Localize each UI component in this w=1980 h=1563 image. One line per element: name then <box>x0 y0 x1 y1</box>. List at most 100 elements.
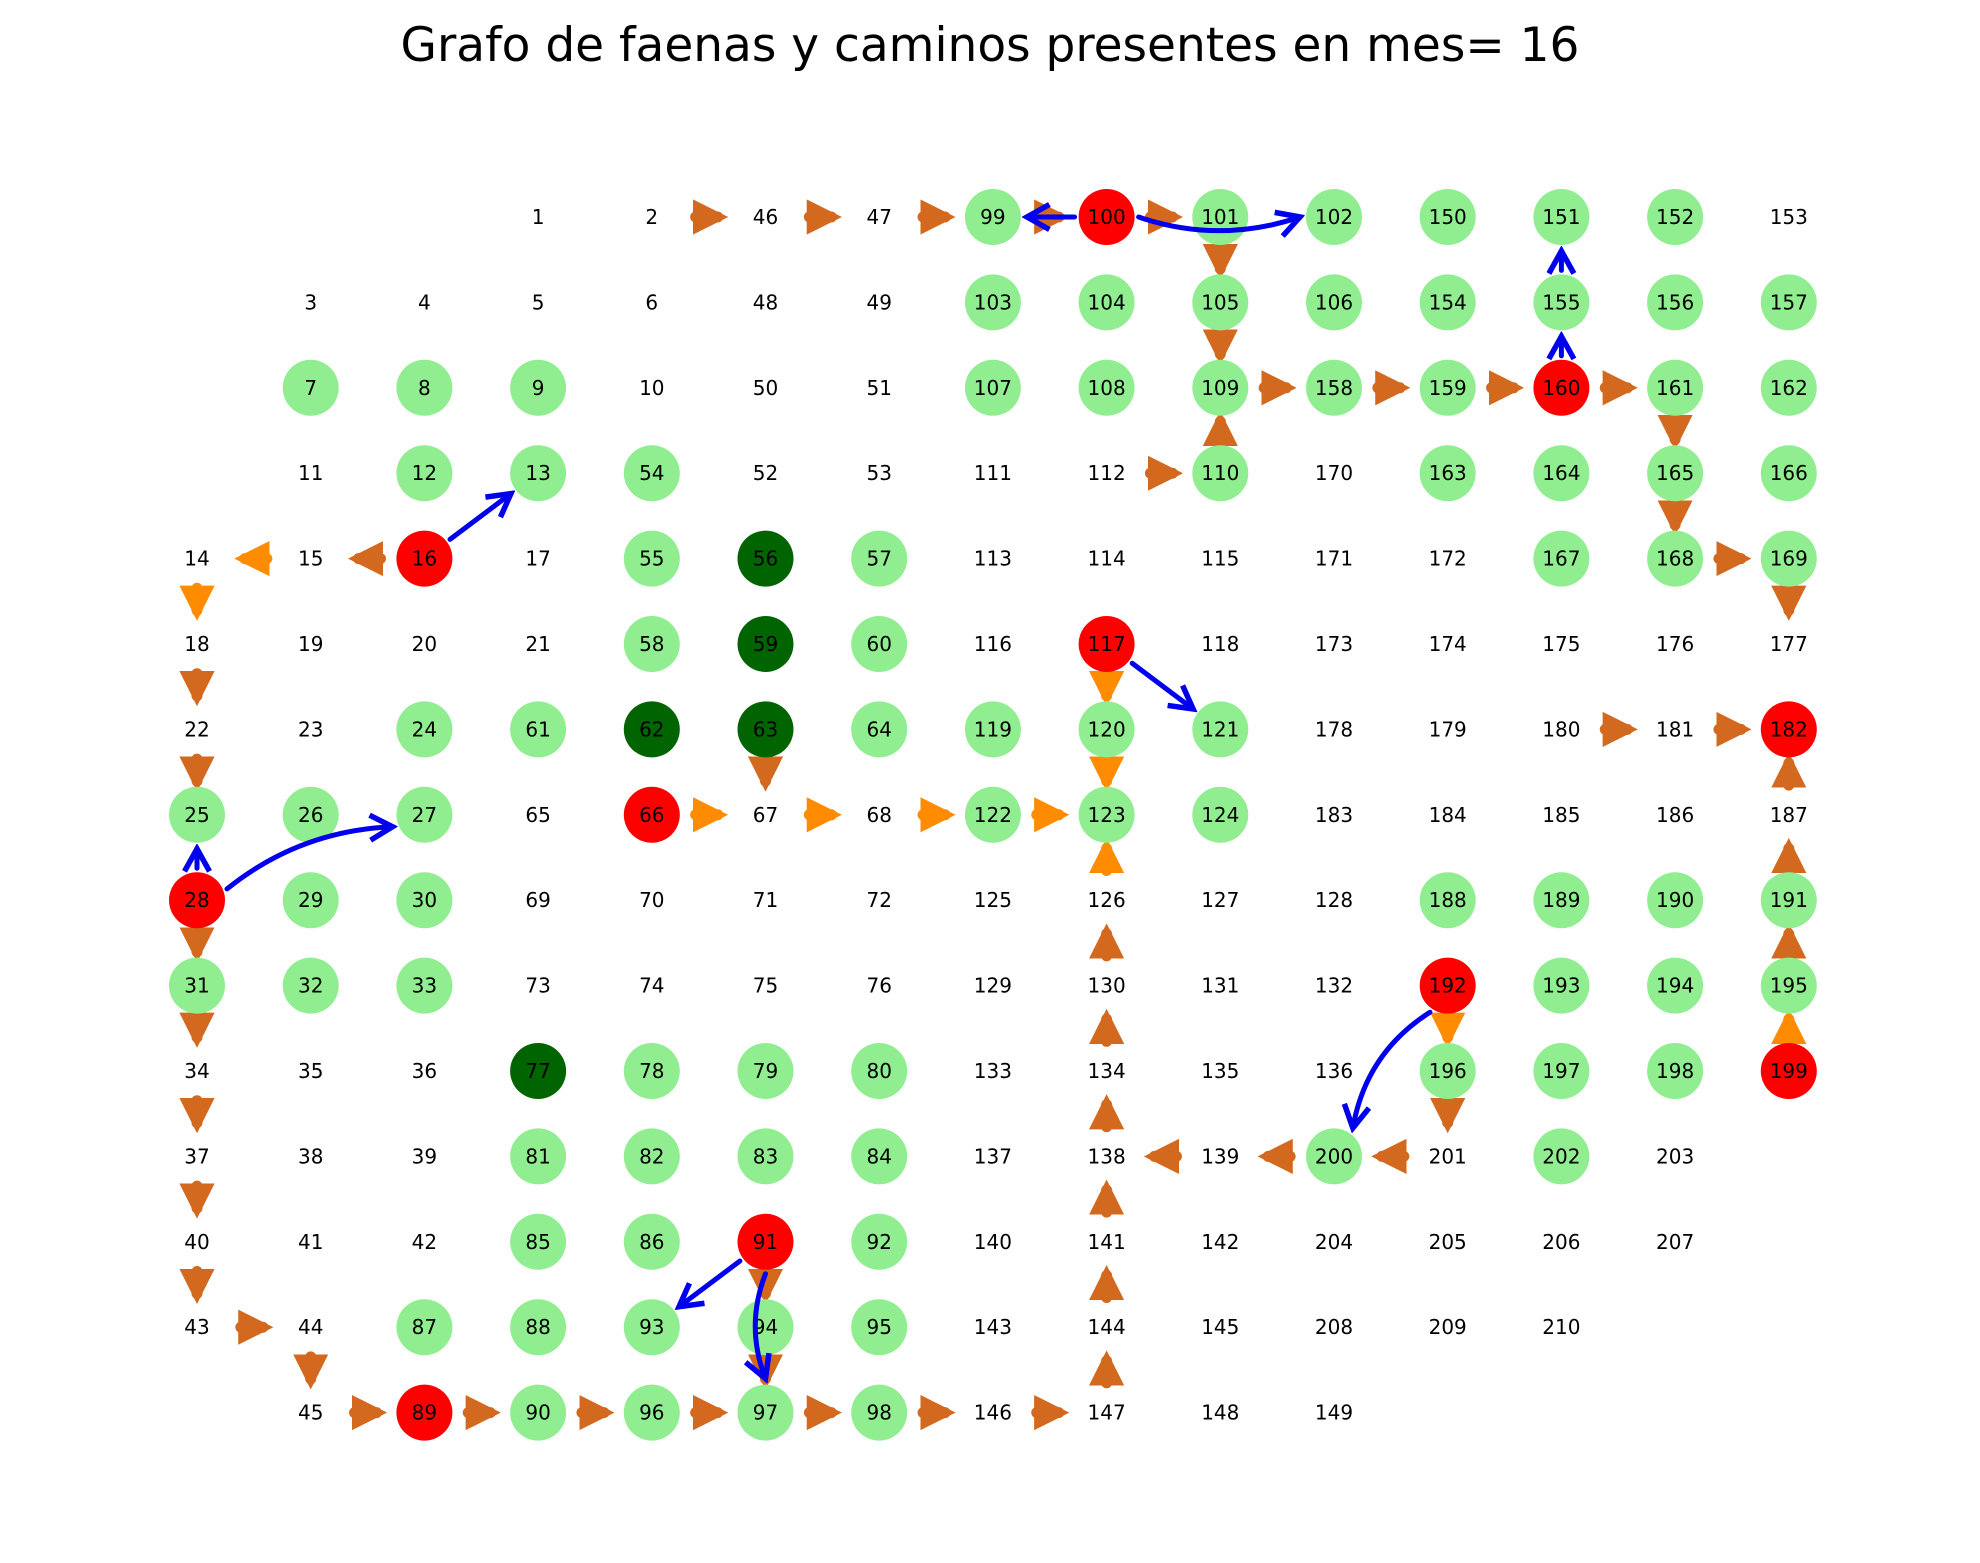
node-15: 15 <box>298 547 323 571</box>
node-127: 127 <box>1201 888 1239 912</box>
node-49: 49 <box>866 290 891 314</box>
node-circle <box>169 786 225 843</box>
node-152: 152 <box>1647 189 1704 245</box>
node-label: 65 <box>525 803 550 827</box>
node-circle <box>396 359 453 416</box>
node-circle <box>623 1043 680 1099</box>
node-36: 36 <box>412 1059 437 1083</box>
node-33: 33 <box>396 957 453 1014</box>
node-label: 147 <box>1088 1401 1126 1425</box>
node-circle <box>623 445 680 502</box>
node-187: 187 <box>1770 803 1808 827</box>
node-40: 40 <box>184 1230 209 1254</box>
node-161: 161 <box>1647 359 1704 416</box>
node-46: 46 <box>753 205 778 229</box>
node-label: 33 <box>412 974 437 998</box>
node-circle <box>396 786 453 843</box>
node-59: 59 <box>737 616 794 672</box>
node-label: 55 <box>639 547 664 571</box>
node-label: 148 <box>1201 1401 1239 1425</box>
node-label: 123 <box>1088 803 1126 827</box>
node-14: 14 <box>184 547 209 571</box>
node-label: 14 <box>184 547 209 571</box>
node-label: 11 <box>298 461 323 485</box>
node-label: 54 <box>639 461 664 485</box>
node-106: 106 <box>1306 274 1362 331</box>
node-194: 194 <box>1647 957 1704 1014</box>
node-circle <box>1419 872 1476 929</box>
node-137: 137 <box>974 1144 1012 1168</box>
node-64: 64 <box>851 701 908 758</box>
node-72: 72 <box>866 888 891 912</box>
node-label: 117 <box>1088 632 1126 656</box>
node-circle <box>1419 445 1476 502</box>
node-52: 52 <box>753 461 778 485</box>
node-label: 158 <box>1315 376 1353 400</box>
node-195: 195 <box>1760 957 1817 1014</box>
node-circle <box>396 1299 453 1356</box>
node-label: 204 <box>1315 1230 1353 1254</box>
node-label: 51 <box>866 376 891 400</box>
node-circle <box>510 1213 567 1270</box>
node-label: 191 <box>1770 888 1808 912</box>
node-100: 100 <box>1078 189 1135 245</box>
node-label: 32 <box>298 974 323 998</box>
node-label: 207 <box>1656 1230 1694 1254</box>
node-label: 128 <box>1315 888 1353 912</box>
node-label: 39 <box>412 1144 437 1168</box>
node-label: 169 <box>1770 547 1808 571</box>
node-label: 124 <box>1201 803 1239 827</box>
node-label: 85 <box>525 1230 550 1254</box>
node-163: 163 <box>1419 445 1476 502</box>
node-label: 116 <box>974 632 1012 656</box>
node-label: 177 <box>1770 632 1808 656</box>
node-176: 176 <box>1656 632 1694 656</box>
node-97: 97 <box>737 1384 794 1441</box>
node-99: 99 <box>964 189 1021 245</box>
node-label: 53 <box>866 461 891 485</box>
node-label: 193 <box>1542 974 1580 998</box>
node-label: 208 <box>1315 1315 1353 1339</box>
node-label: 59 <box>753 632 778 656</box>
node-circle <box>1306 189 1362 245</box>
node-circle <box>964 359 1021 416</box>
node-19: 19 <box>298 632 323 656</box>
node-91: 91 <box>737 1213 794 1270</box>
node-92: 92 <box>851 1213 908 1270</box>
node-circle <box>510 1299 567 1356</box>
node-label: 157 <box>1770 290 1808 314</box>
node-label: 138 <box>1088 1144 1126 1168</box>
node-label: 108 <box>1088 376 1126 400</box>
node-199: 199 <box>1760 1043 1817 1099</box>
node-67: 67 <box>753 803 778 827</box>
node-label: 119 <box>974 717 1012 741</box>
node-label: 34 <box>184 1059 209 1083</box>
node-147: 147 <box>1088 1401 1126 1425</box>
node-label: 120 <box>1088 717 1126 741</box>
node-180: 180 <box>1542 717 1580 741</box>
node-170: 170 <box>1315 461 1353 485</box>
node-200: 200 <box>1306 1128 1362 1185</box>
node-circle <box>1306 359 1362 416</box>
node-label: 40 <box>184 1230 209 1254</box>
node-label: 70 <box>639 888 664 912</box>
node-98: 98 <box>851 1384 908 1441</box>
node-circle <box>737 616 794 672</box>
node-circle <box>1192 445 1249 502</box>
node-circle <box>1760 530 1817 587</box>
node-168: 168 <box>1647 530 1704 587</box>
node-label: 57 <box>866 547 891 571</box>
node-label: 131 <box>1201 974 1239 998</box>
node-label: 18 <box>184 632 209 656</box>
node-53: 53 <box>866 461 891 485</box>
node-210: 210 <box>1542 1315 1580 1339</box>
node-label: 46 <box>753 205 778 229</box>
node-label: 80 <box>866 1059 891 1083</box>
node-174: 174 <box>1429 632 1467 656</box>
node-201: 201 <box>1429 1144 1467 1168</box>
node-185: 185 <box>1542 803 1580 827</box>
node-label: 26 <box>298 803 323 827</box>
node-label: 175 <box>1542 632 1580 656</box>
node-label: 189 <box>1542 888 1580 912</box>
node-label: 73 <box>525 974 550 998</box>
